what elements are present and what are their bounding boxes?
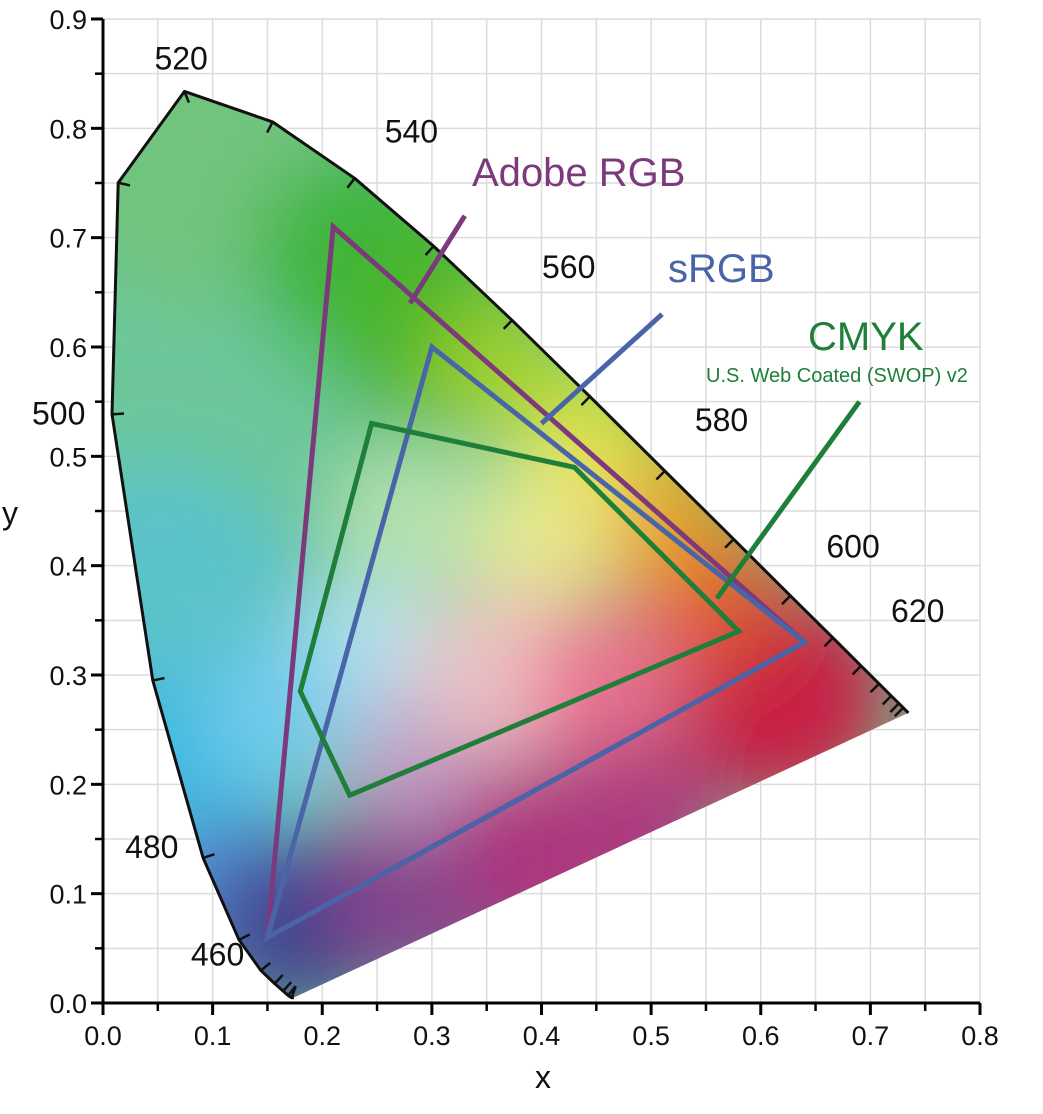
locus-tick xyxy=(111,412,125,416)
locus-tick xyxy=(893,706,905,718)
locus-tick xyxy=(152,676,165,682)
x-tick-label: 0.3 xyxy=(413,1021,451,1051)
locus-tick xyxy=(346,177,356,189)
wavelength-label: 620 xyxy=(891,593,944,629)
y-tick-label: 0.9 xyxy=(49,5,87,35)
x-axis-title: x xyxy=(535,1059,551,1095)
locus-tick xyxy=(781,594,792,606)
gamut-series-layer: Adobe RGB sRGB CMYK U.S. Web Coated (SWOP) … xyxy=(263,151,968,943)
fill-color-blob xyxy=(344,696,476,829)
gamut-label: CMYK xyxy=(808,315,924,359)
locus-tick xyxy=(266,121,274,134)
y-tick-label: 0.2 xyxy=(49,770,87,800)
y-tick-label: 0.7 xyxy=(49,224,87,254)
locus-tick xyxy=(724,538,735,549)
locus-tick xyxy=(282,981,293,992)
y-axis-title: y xyxy=(2,495,18,531)
y-tick-label: 0.6 xyxy=(49,333,87,363)
locus-tick xyxy=(502,319,513,330)
locus-tick xyxy=(260,961,271,972)
fill-color-blob xyxy=(464,456,619,610)
y-tick-label: 0.3 xyxy=(49,661,87,691)
fill-color-blob xyxy=(530,598,685,752)
gamut-srgb-polygon xyxy=(263,342,810,943)
gamut-pointer-line xyxy=(407,214,467,305)
wavelength-label: 560 xyxy=(542,249,595,285)
y-tick-label: 0.5 xyxy=(49,442,87,472)
x-tick-label: 0.0 xyxy=(84,1021,122,1051)
wavelength-label: 600 xyxy=(826,529,879,565)
x-tick-label: 0.1 xyxy=(194,1021,232,1051)
wavelength-label: 540 xyxy=(385,113,438,149)
x-tick-label: 0.2 xyxy=(303,1021,341,1051)
x-tick-label: 0.4 xyxy=(523,1021,561,1051)
locus-tick xyxy=(869,682,880,694)
y-tick-label: 0.1 xyxy=(49,880,87,910)
fill-color-blob xyxy=(201,641,356,796)
locus-tick xyxy=(881,695,893,706)
x-tick-label: 0.8 xyxy=(961,1021,999,1051)
y-tick-label: 0.4 xyxy=(49,552,87,582)
locus-tick xyxy=(655,470,666,481)
fill-color-blob xyxy=(333,445,487,599)
gamut-pointer-line xyxy=(539,312,664,426)
locus-tick xyxy=(117,181,131,187)
gamut-cmyk-polygon xyxy=(297,420,744,799)
locus-tick xyxy=(823,636,834,648)
locus-tick xyxy=(851,665,862,676)
axes-layer: 0.0 0.1 0.2 0.3 0.4 0.5 0.6 0.7 0.8 0.0 0.1 0.2 0.3 0… xyxy=(2,5,999,1095)
gamut-sublabel: U.S. Web Coated (SWOP) v2 xyxy=(706,365,968,387)
wavelength-label: 480 xyxy=(125,829,178,865)
gamut-pointer-line xyxy=(714,400,862,600)
locus-tick xyxy=(273,973,284,985)
locus-tick xyxy=(424,245,435,256)
locus-tick xyxy=(287,985,297,997)
locus-tick xyxy=(202,852,215,860)
wavelength-label: 460 xyxy=(191,937,244,973)
gamut-label: Adobe RGB xyxy=(472,151,685,195)
locus-tick xyxy=(183,90,191,104)
locus-tick xyxy=(889,702,900,713)
wavelength-label: 520 xyxy=(154,40,207,76)
x-tick-label: 0.6 xyxy=(742,1021,780,1051)
y-tick-label: 0.8 xyxy=(49,114,87,144)
y-tick-label: 0.0 xyxy=(49,989,87,1019)
locus-tick xyxy=(580,395,591,406)
gamut-label: sRGB xyxy=(668,247,775,291)
locus-tick xyxy=(238,933,251,941)
x-tick-label: 0.7 xyxy=(852,1021,890,1051)
spectral-locus-layer: 460 480 500 520 540 560 580 600 620 xyxy=(32,40,944,1000)
wavelength-label: 580 xyxy=(695,402,748,438)
wavelength-label: 500 xyxy=(32,395,85,431)
x-tick-label: 0.5 xyxy=(632,1021,670,1051)
